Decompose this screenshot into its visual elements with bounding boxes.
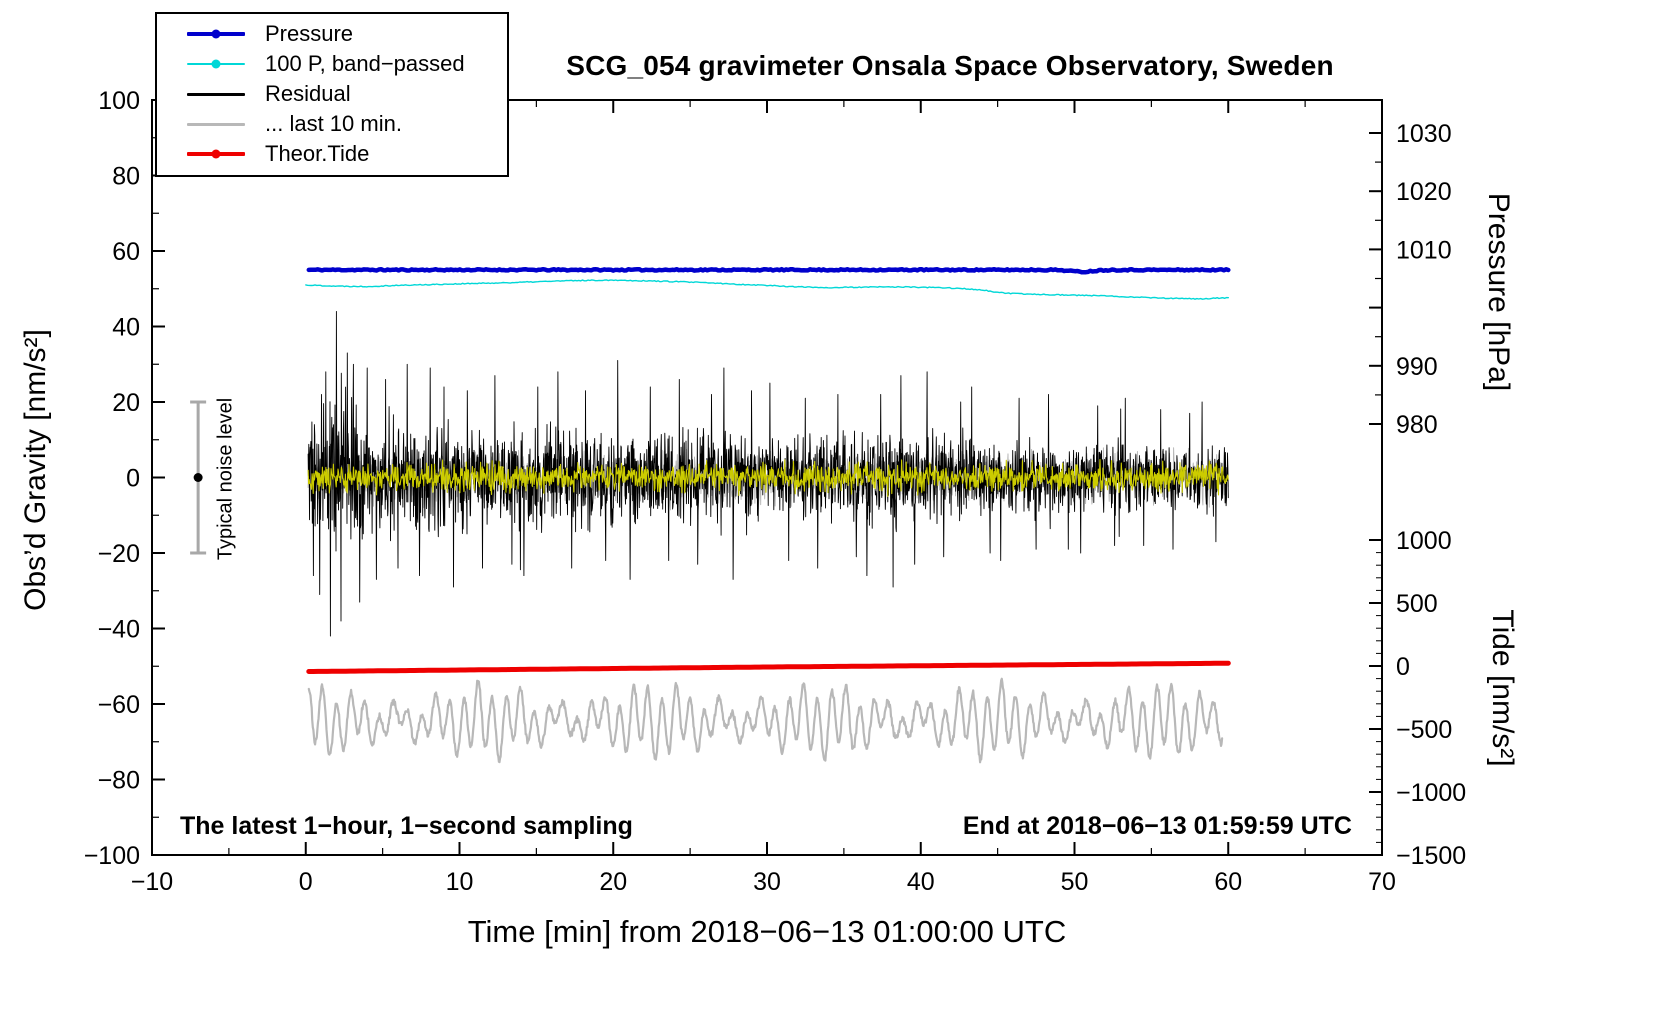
sampling-note: The latest 1−hour, 1−second sampling <box>180 812 633 840</box>
series-group-tide <box>306 660 1231 674</box>
tide-tick-label: 0 <box>1396 653 1410 681</box>
noise-level-label: Typical noise level <box>214 397 237 561</box>
pressure-tick-label: 1020 <box>1396 178 1452 206</box>
tide-tick-label: 1000 <box>1396 527 1452 555</box>
series-group-residual <box>307 310 1229 637</box>
tide-tick-label: 500 <box>1396 590 1438 618</box>
legend-sample-dot <box>211 149 221 159</box>
x-tick-label: −10 <box>131 868 173 896</box>
legend-sample-line <box>187 29 245 39</box>
legend-item-label: Residual <box>265 81 351 106</box>
legend-sample-dot <box>211 59 221 69</box>
x-tick-label: 30 <box>753 868 781 896</box>
y-left-tick-label: −100 <box>84 842 140 870</box>
y-left-tick-label: 60 <box>112 238 140 266</box>
y-left-tick-label: 20 <box>112 389 140 417</box>
y-left-tick-label: −60 <box>98 691 140 719</box>
legend-item-label: 100 P, band−passed <box>265 51 465 76</box>
series-band_passed <box>305 279 1230 300</box>
legend-item: ... last 10 min. <box>157 109 507 139</box>
end-time-note: End at 2018−06−13 01:59:59 UTC <box>962 812 1352 840</box>
y-left-tick-label: 100 <box>98 87 140 115</box>
y-left-tick-label: 80 <box>112 163 140 191</box>
x-tick-label: 70 <box>1368 868 1396 896</box>
y-left-tick-label: −20 <box>98 540 140 568</box>
tide-tick-label: −1500 <box>1396 842 1466 870</box>
legend-sample-line <box>187 92 245 96</box>
series-last10 <box>307 677 1224 764</box>
x-tick-label: 60 <box>1214 868 1242 896</box>
series-group-last10 <box>307 677 1224 764</box>
pressure-tick-label: 990 <box>1396 353 1438 381</box>
legend: Pressure 100 P, band−passed Residual ... la… <box>155 12 509 177</box>
pressure-tick-label: 980 <box>1396 411 1438 439</box>
series-group-pressure <box>306 266 1231 275</box>
x-tick-label: 50 <box>1061 868 1089 896</box>
x-tick-label: 40 <box>907 868 935 896</box>
y-axis-label-gravity: Obs’d Gravity [nm/s²] <box>19 329 52 611</box>
legend-item-label: ... last 10 min. <box>265 111 402 136</box>
y-left-tick-label: −40 <box>98 616 140 644</box>
series-group-residual_yellow <box>307 459 1229 497</box>
legend-item: Residual <box>157 79 507 109</box>
x-tick-label: 20 <box>599 868 627 896</box>
y-left-tick-label: −80 <box>98 767 140 795</box>
noise-level-dot <box>193 473 203 482</box>
legend-item-label: Theor.Tide <box>265 141 370 166</box>
noise-level-bar <box>190 400 207 555</box>
x-tick-label: 10 <box>446 868 474 896</box>
legend-sample-line <box>187 149 245 159</box>
legend-sample-line <box>187 122 245 126</box>
series-tide <box>306 660 1231 674</box>
y-left-tick-label: 40 <box>112 314 140 342</box>
series-residual <box>307 310 1229 637</box>
legend-item: Pressure <box>157 19 507 49</box>
tide-tick-label: −1000 <box>1396 779 1466 807</box>
y-axis-label-pressure: Pressure [hPa] <box>1482 192 1515 392</box>
series-group-band_passed <box>305 279 1230 300</box>
series-pressure <box>306 266 1231 275</box>
y-axis-label-tide: Tide [nm/s²] <box>1486 609 1519 767</box>
legend-item-label: Pressure <box>265 21 354 46</box>
x-axis-label: Time [min] from 2018−06−13 01:00:00 UTC <box>467 914 1067 949</box>
series-residual_yellow <box>307 459 1229 497</box>
chart-title: SCG_054 gravimeter Onsala Space Observat… <box>566 50 1334 81</box>
legend-item: Theor.Tide <box>157 139 507 169</box>
x-tick-label: 0 <box>299 868 313 896</box>
axis-ticks: −10 0 10 20 30 40 50 60 70100806040200−20−40−60−… <box>84 87 1467 896</box>
legend-sample-line <box>187 59 245 69</box>
y-left-tick-label: 0 <box>126 465 140 493</box>
pressure-tick-label: 1030 <box>1396 120 1452 148</box>
legend-item: 100 P, band−passed <box>157 49 507 79</box>
legend-sample-dot <box>211 29 221 39</box>
pressure-tick-label: 1010 <box>1396 236 1452 264</box>
tide-tick-label: −500 <box>1396 716 1452 744</box>
